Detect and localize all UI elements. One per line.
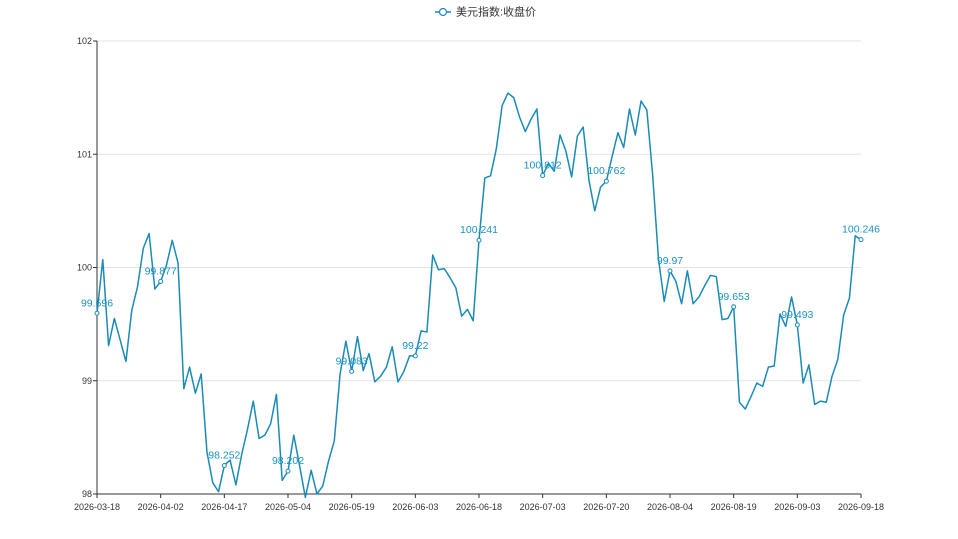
x-tick-label: 2026-05-19	[329, 502, 375, 512]
axes: 98 99 100 101 102 2026-03-18 2026-04-02 2026-04…	[74, 36, 884, 512]
x-tick-label: 2026-07-03	[520, 502, 566, 512]
x-tick-label: 2026-05-04	[265, 502, 311, 512]
data-point-marker	[603, 178, 609, 184]
legend-marker-icon	[438, 7, 448, 17]
x-tick-label: 2026-03-18	[74, 502, 120, 512]
data-point-marker	[540, 173, 546, 179]
data-label: 99.877	[145, 265, 177, 277]
data-label: 99.083	[336, 355, 368, 367]
data-point-marker	[94, 310, 100, 316]
data-point-marker	[858, 237, 864, 243]
x-tick-label: 2026-08-19	[711, 502, 757, 512]
y-tick-label: 102	[77, 36, 92, 46]
data-label: 100.762	[587, 165, 625, 177]
data-label: 99.653	[718, 291, 750, 303]
data-label: 99.22	[402, 340, 428, 352]
x-tick-label: 2026-09-18	[838, 502, 884, 512]
data-point-marker	[158, 278, 164, 284]
data-point-marker	[667, 268, 673, 274]
data-label: 100.812	[524, 160, 562, 172]
x-tick-label: 2026-04-17	[201, 502, 247, 512]
y-tick-label: 98	[82, 489, 92, 499]
legend[interactable]: 美元指数:收盘价	[435, 5, 536, 19]
data-label: 100.246	[842, 224, 880, 236]
y-tick-label: 100	[77, 263, 92, 273]
data-point-marker	[412, 353, 418, 359]
data-label: 98.252	[208, 449, 240, 461]
x-tick-label: 2026-06-18	[456, 502, 502, 512]
data-label: 99.596	[81, 297, 113, 309]
data-label: 99.493	[781, 309, 813, 321]
series	[94, 92, 864, 499]
data-point-marker	[349, 368, 355, 374]
y-tick-label: 99	[82, 376, 92, 386]
legend-label: 美元指数:收盘价	[456, 5, 536, 19]
data-label: 100.241	[460, 224, 498, 236]
data-label: 99.97	[657, 255, 683, 267]
x-tick-label: 2026-08-04	[647, 502, 693, 512]
data-point-marker	[794, 322, 800, 328]
x-tick-label: 2026-04-02	[138, 502, 184, 512]
x-tick-label: 2026-06-03	[392, 502, 438, 512]
x-tick-label: 2026-07-20	[583, 502, 629, 512]
data-label: 98.202	[272, 455, 304, 467]
y-tick-label: 101	[77, 149, 92, 159]
data-point-marker	[285, 468, 291, 474]
data-labels: 99.596 99.877 98.252 98.202 99.083 99.22 100.2…	[81, 160, 880, 468]
grid	[97, 40, 861, 382]
data-point-marker	[221, 462, 227, 468]
data-point-marker	[731, 304, 737, 310]
data-point-marker	[476, 237, 482, 243]
x-tick-label: 2026-09-03	[774, 502, 820, 512]
